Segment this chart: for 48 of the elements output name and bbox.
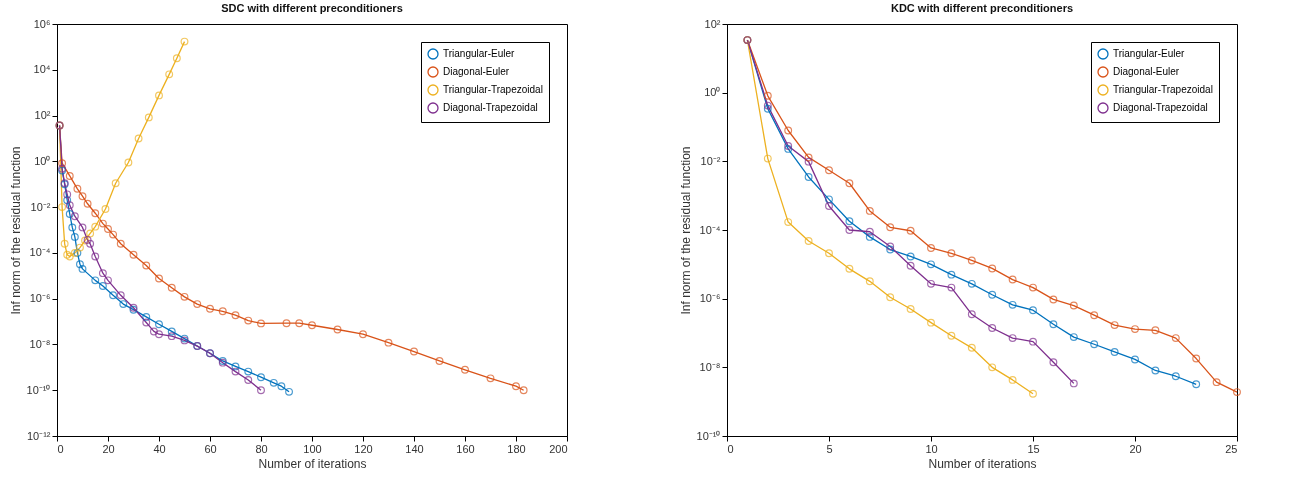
y-tick-label: 10⁶ [33,17,51,30]
x-tick-label: 10 [925,442,938,455]
x-tick-label: 5 [826,442,833,455]
y-tick-label: 10⁻⁸ [699,360,721,373]
y-axis-title: Inf norm of the residual function [678,146,693,315]
y-tick-label: 10⁰ [704,86,721,99]
x-tick-label: 0 [57,442,64,455]
legend-label: Diagonal-Euler [1113,66,1180,77]
x-tick-label: 15 [1027,442,1040,455]
x-tick-label: 140 [405,442,424,455]
y-tick-label: 10⁻⁴ [29,246,51,259]
x-tick-label: 160 [456,442,475,455]
y-tick-label: 10⁻² [700,154,721,167]
x-tick-label: 40 [153,442,166,455]
y-tick-label: 10⁻¹⁰ [26,383,51,396]
y-tick-label: 10² [34,109,51,122]
y-axis-title: Inf norm of the residual function [8,146,23,315]
legend-label: Triangular-Trapezoidal [1113,84,1213,95]
x-axis-title: Number of iterations [258,456,367,471]
x-tick-label: 25 [1225,442,1238,455]
x-tick-label: 120 [354,442,373,455]
legend-label: Triangular-Euler [1113,48,1185,59]
y-tick-label: 10⁻⁶ [699,292,721,305]
y-tick-label: 10⁻² [30,200,51,213]
y-tick-label: 10⁰ [34,154,51,167]
x-tick-label: 60 [204,442,217,455]
y-tick-label: 10⁻¹⁰ [696,429,721,442]
x-tick-label: 20 [1129,442,1142,455]
x-tick-label: 180 [507,442,526,455]
y-tick-label: 10⁻¹² [26,429,51,442]
x-tick-label: 80 [255,442,268,455]
legend-label: Diagonal-Trapezoidal [1113,102,1208,113]
legend-label: Diagonal-Euler [443,66,510,77]
x-axis-title: Number of iterations [928,456,1037,471]
chart-title: KDC with different preconditioners [890,2,1074,14]
x-tick-label: 100 [303,442,322,455]
y-tick-label: 10⁻⁸ [29,337,51,350]
legend-label: Triangular-Euler [443,48,515,59]
y-tick-label: 10⁴ [33,63,51,76]
y-tick-label: 10⁻⁴ [699,223,721,236]
x-tick-label: 20 [102,442,115,455]
legend-label: Triangular-Trapezoidal [443,84,543,95]
y-tick-label: 10⁻⁶ [29,292,51,305]
x-tick-label: 200 [549,442,568,455]
x-tick-label: 0 [727,442,734,455]
y-tick-label: 10² [704,17,721,30]
legend-label: Diagonal-Trapezoidal [443,102,538,113]
chart-title: SDC with different preconditioners [221,2,403,14]
